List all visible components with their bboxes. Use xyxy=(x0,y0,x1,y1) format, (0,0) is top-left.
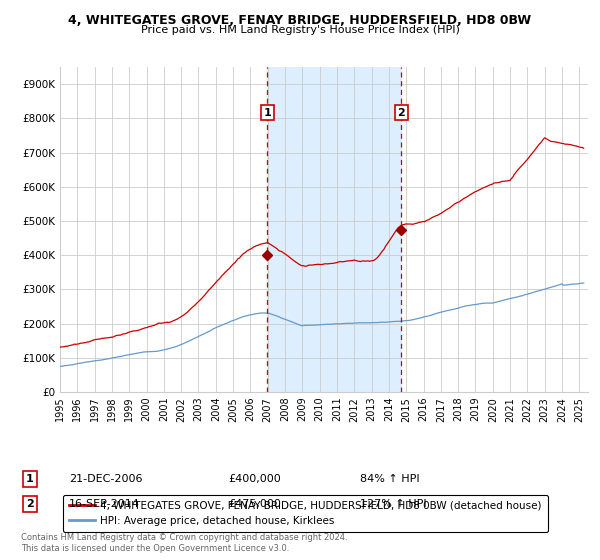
Text: 2: 2 xyxy=(26,499,34,509)
Text: 21-DEC-2006: 21-DEC-2006 xyxy=(69,474,143,484)
Text: Price paid vs. HM Land Registry's House Price Index (HPI): Price paid vs. HM Land Registry's House … xyxy=(140,25,460,35)
Text: 16-SEP-2014: 16-SEP-2014 xyxy=(69,499,140,509)
Text: 127% ↑ HPI: 127% ↑ HPI xyxy=(360,499,427,509)
Text: 1: 1 xyxy=(26,474,34,484)
Legend: 4, WHITEGATES GROVE, FENAY BRIDGE, HUDDERSFIELD, HD8 0BW (detached house), HPI: : 4, WHITEGATES GROVE, FENAY BRIDGE, HUDDE… xyxy=(62,494,548,533)
Text: 1: 1 xyxy=(263,108,271,118)
Text: £475,000: £475,000 xyxy=(228,499,281,509)
Text: 4, WHITEGATES GROVE, FENAY BRIDGE, HUDDERSFIELD, HD8 0BW: 4, WHITEGATES GROVE, FENAY BRIDGE, HUDDE… xyxy=(68,14,532,27)
Bar xyxy=(267,67,401,392)
Text: Contains HM Land Registry data © Crown copyright and database right 2024.
This d: Contains HM Land Registry data © Crown c… xyxy=(21,533,347,553)
Text: £400,000: £400,000 xyxy=(228,474,281,484)
Text: 2: 2 xyxy=(397,108,405,118)
Text: 84% ↑ HPI: 84% ↑ HPI xyxy=(360,474,419,484)
